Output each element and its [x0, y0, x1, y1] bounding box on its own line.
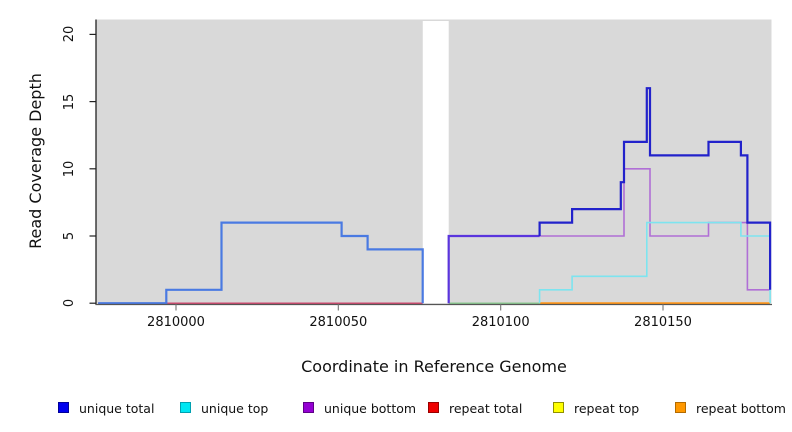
legend-label: unique bottom: [324, 401, 417, 416]
series-line-unique-total-right: [538, 87, 772, 290]
y-tick-label-10: 10: [62, 160, 77, 178]
series-line-unique-total-left: [98, 221, 424, 305]
y-tick-label-5: 5: [62, 231, 77, 241]
legend-swatch-icon: [553, 402, 564, 413]
legend-label: repeat bottom: [696, 401, 786, 416]
legend-label: unique total: [79, 401, 155, 416]
y-tick-label-0: 0: [62, 299, 77, 308]
legend-label: repeat total: [449, 401, 523, 416]
series-line-unique-bottom: [447, 168, 771, 304]
x-tick-label-2810150: 2810150: [634, 315, 692, 330]
legend-label: unique top: [201, 401, 269, 416]
coverage-gap-band: [422, 21, 449, 303]
x-tick-label-2810100: 2810100: [471, 315, 530, 330]
legend-swatch-icon: [428, 402, 439, 413]
legend-item-repeat-total: repeat total: [428, 398, 523, 416]
x-axis-title: Coordinate in Reference Genome: [301, 357, 567, 376]
legend-item-repeat-bottom: repeat bottom: [675, 398, 786, 416]
legend-item-unique-bottom: unique bottom: [303, 398, 417, 416]
y-tick-label-20: 20: [62, 26, 77, 43]
series-line-unique-top: [538, 221, 771, 304]
legend-item-unique-total: unique total: [58, 398, 155, 416]
legend-item-repeat-top: repeat top: [553, 398, 640, 416]
y-axis-title: Read Coverage Depth: [26, 73, 45, 249]
legend-item-unique-top: unique top: [180, 398, 269, 416]
y-tick-label-15: 15: [62, 93, 77, 110]
legend-swatch-icon: [303, 402, 314, 413]
legend-swatch-icon: [675, 402, 686, 413]
legend-swatch-icon: [180, 402, 191, 413]
series-line-unique-total-mid: [447, 234, 540, 304]
legend-swatch-icon: [58, 402, 69, 413]
x-tick-label-2810000: 2810000: [147, 315, 205, 330]
legend-label: repeat top: [574, 401, 640, 416]
x-tick-label-2810050: 2810050: [309, 315, 368, 330]
